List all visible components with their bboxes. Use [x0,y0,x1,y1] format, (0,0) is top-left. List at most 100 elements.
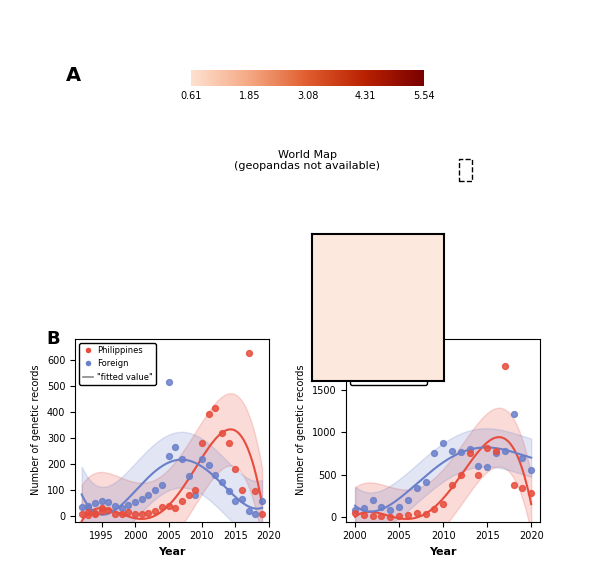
Point [377,512,386,521]
Point [217,428,227,437]
Point [204,410,214,419]
Point [110,501,120,510]
Point [184,490,193,500]
Point [447,481,457,490]
Text: B: B [46,329,59,347]
Point [104,505,113,515]
Point [412,508,422,517]
Point [251,509,260,519]
Point [518,453,527,462]
Point [224,438,233,448]
Point [500,447,509,456]
Point [124,500,133,509]
Point [491,449,501,458]
Point [359,503,368,513]
Point [143,490,153,500]
Point [257,509,267,519]
Text: A: A [66,66,81,86]
Point [217,478,227,487]
Point [368,511,377,520]
Point [491,447,501,456]
Point [403,510,413,519]
Point [157,502,167,512]
Point [157,481,167,490]
Point [177,454,187,464]
Point [77,509,86,519]
Point [421,509,430,519]
Point [90,499,100,508]
Point [117,510,127,519]
Bar [458,159,472,181]
Point [190,486,200,495]
Point [350,508,360,517]
Point [439,438,448,448]
Point [412,483,422,492]
Point [430,504,439,513]
Point [244,506,254,516]
Point [164,377,173,386]
Text: World Map
(geopandas not available): World Map (geopandas not available) [235,149,380,171]
Legend: Philippines, Foreign, "fitted value": Philippines, Foreign, "fitted value" [79,343,156,385]
Point [368,496,377,505]
Point [83,507,93,517]
Point [447,447,457,456]
Point [377,502,386,512]
Point [130,498,140,507]
Y-axis label: Number of genetic records: Number of genetic records [296,365,307,495]
Point [137,495,146,504]
Point [473,470,483,479]
Point [509,409,518,418]
Point [403,496,413,505]
Point [110,509,120,519]
Point [237,495,247,504]
X-axis label: Year: Year [158,547,185,557]
Point [350,506,360,515]
Point [526,488,536,498]
Text: C: C [317,329,331,347]
Point [190,490,200,500]
Point [224,487,233,496]
Point [421,477,430,486]
Point [83,502,93,512]
Point [130,509,140,519]
Point [151,486,160,495]
Point [251,487,260,496]
Point [211,470,220,479]
Point [104,498,113,507]
Point [230,465,240,474]
Point [500,361,509,370]
Y-axis label: Number of genetic records: Number of genetic records [31,365,41,495]
Point [430,449,439,458]
Point [164,452,173,461]
Point [394,502,404,512]
Point [465,445,475,454]
Point [244,348,254,357]
Point [184,471,193,481]
Point [526,465,536,474]
Point [237,486,247,495]
Point [117,504,127,513]
Point [90,509,100,518]
Point [204,461,214,470]
Point [257,496,267,505]
Point [77,502,86,512]
Point [439,499,448,509]
Point [177,496,187,505]
Point [90,510,100,519]
Point [197,454,207,464]
X-axis label: Year: Year [430,547,457,557]
Point [385,506,395,515]
Point [518,483,527,492]
Point [482,443,492,452]
Point [456,447,466,456]
Point [359,510,368,519]
Point [97,506,107,516]
Point [473,462,483,471]
Point [83,501,93,510]
Point [83,510,93,520]
Point [465,449,475,458]
Point [509,481,518,490]
Point [137,510,146,519]
Point [164,501,173,510]
Point [230,496,240,505]
